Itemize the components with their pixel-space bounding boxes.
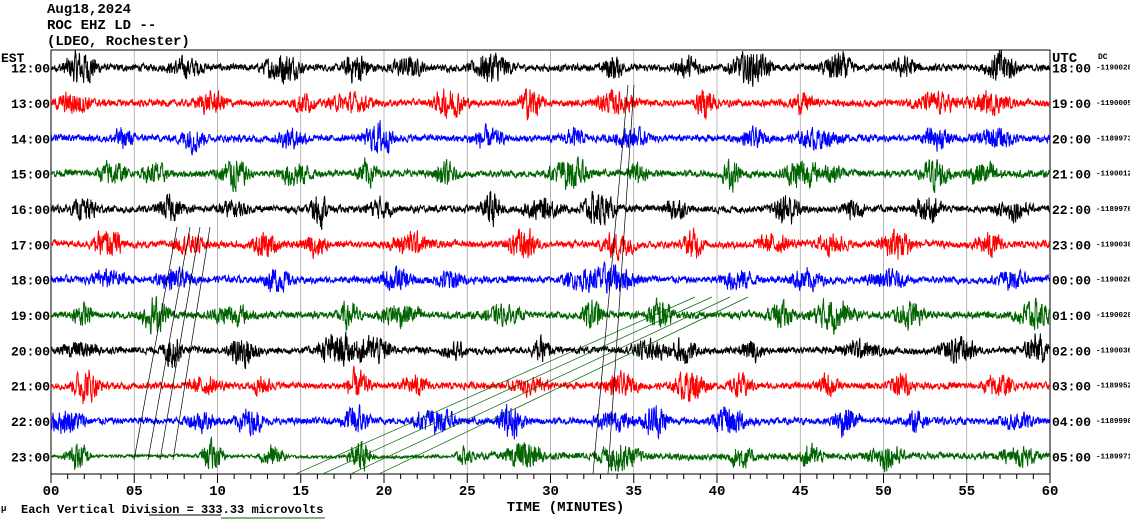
svg-text:40: 40 bbox=[709, 484, 726, 500]
svg-text:TIME (MINUTES): TIME (MINUTES) bbox=[507, 500, 625, 516]
svg-text:05: 05 bbox=[126, 484, 143, 500]
svg-text:ROC EHZ LD --: ROC EHZ LD -- bbox=[47, 18, 156, 34]
svg-text:25: 25 bbox=[459, 484, 476, 500]
svg-text:12:00: 12:00 bbox=[11, 62, 50, 77]
svg-text:21:00: 21:00 bbox=[1052, 168, 1091, 183]
svg-text:50: 50 bbox=[875, 484, 892, 500]
svg-text:21:00: 21:00 bbox=[11, 380, 50, 395]
svg-text:-1189971: -1189971 bbox=[1096, 453, 1130, 461]
svg-text:-1189952: -1189952 bbox=[1096, 383, 1130, 391]
svg-text:18:00: 18:00 bbox=[1052, 62, 1091, 77]
svg-text:00:00: 00:00 bbox=[1052, 274, 1091, 289]
svg-text:00: 00 bbox=[43, 484, 60, 500]
svg-text:10: 10 bbox=[209, 484, 226, 500]
svg-text:15: 15 bbox=[292, 484, 309, 500]
svg-text:22:00: 22:00 bbox=[1052, 203, 1091, 218]
svg-text:23:00: 23:00 bbox=[1052, 238, 1091, 253]
svg-text:17:00: 17:00 bbox=[11, 238, 50, 253]
svg-text:16:00: 16:00 bbox=[11, 203, 50, 218]
svg-text:13:00: 13:00 bbox=[11, 97, 50, 112]
svg-text:-1189973: -1189973 bbox=[1096, 135, 1130, 143]
svg-text:14:00: 14:00 bbox=[11, 132, 50, 147]
svg-text:-1189976: -1189976 bbox=[1096, 206, 1130, 214]
svg-text:04:00: 04:00 bbox=[1052, 415, 1091, 430]
svg-text:19:00: 19:00 bbox=[11, 309, 50, 324]
svg-text:18:00: 18:00 bbox=[11, 274, 50, 289]
svg-text:-1190038: -1190038 bbox=[1096, 241, 1130, 249]
svg-text:-1190036: -1190036 bbox=[1096, 347, 1130, 355]
svg-text:22:00: 22:00 bbox=[11, 415, 50, 430]
svg-text:55: 55 bbox=[958, 484, 975, 500]
svg-text:15:00: 15:00 bbox=[11, 168, 50, 183]
svg-text:03:00: 03:00 bbox=[1052, 380, 1091, 395]
svg-text:02:00: 02:00 bbox=[1052, 344, 1091, 359]
svg-text:-1190028: -1190028 bbox=[1096, 312, 1130, 320]
svg-text:-1189998: -1189998 bbox=[1096, 418, 1130, 426]
svg-text:20:00: 20:00 bbox=[11, 344, 50, 359]
svg-text:19:00: 19:00 bbox=[1052, 97, 1091, 112]
svg-text:45: 45 bbox=[792, 484, 809, 500]
svg-text:20:00: 20:00 bbox=[1052, 132, 1091, 147]
svg-text:30: 30 bbox=[542, 484, 559, 500]
svg-text:Aug18,2024: Aug18,2024 bbox=[47, 2, 131, 18]
svg-text:20: 20 bbox=[376, 484, 393, 500]
svg-text:01:00: 01:00 bbox=[1052, 309, 1091, 324]
svg-text:23:00: 23:00 bbox=[11, 450, 50, 465]
svg-text:(LDEO, Rochester): (LDEO, Rochester) bbox=[47, 34, 190, 50]
svg-text:05:00: 05:00 bbox=[1052, 450, 1091, 465]
svg-text:-1190028: -1190028 bbox=[1096, 65, 1130, 73]
svg-text:-1190020: -1190020 bbox=[1096, 277, 1130, 285]
svg-text:µ: µ bbox=[1, 504, 6, 514]
svg-text:-1190005: -1190005 bbox=[1096, 100, 1130, 108]
svg-text:-1190012: -1190012 bbox=[1096, 171, 1130, 179]
svg-text:DC: DC bbox=[1098, 53, 1108, 62]
svg-text:35: 35 bbox=[625, 484, 642, 500]
svg-text:60: 60 bbox=[1042, 484, 1059, 500]
